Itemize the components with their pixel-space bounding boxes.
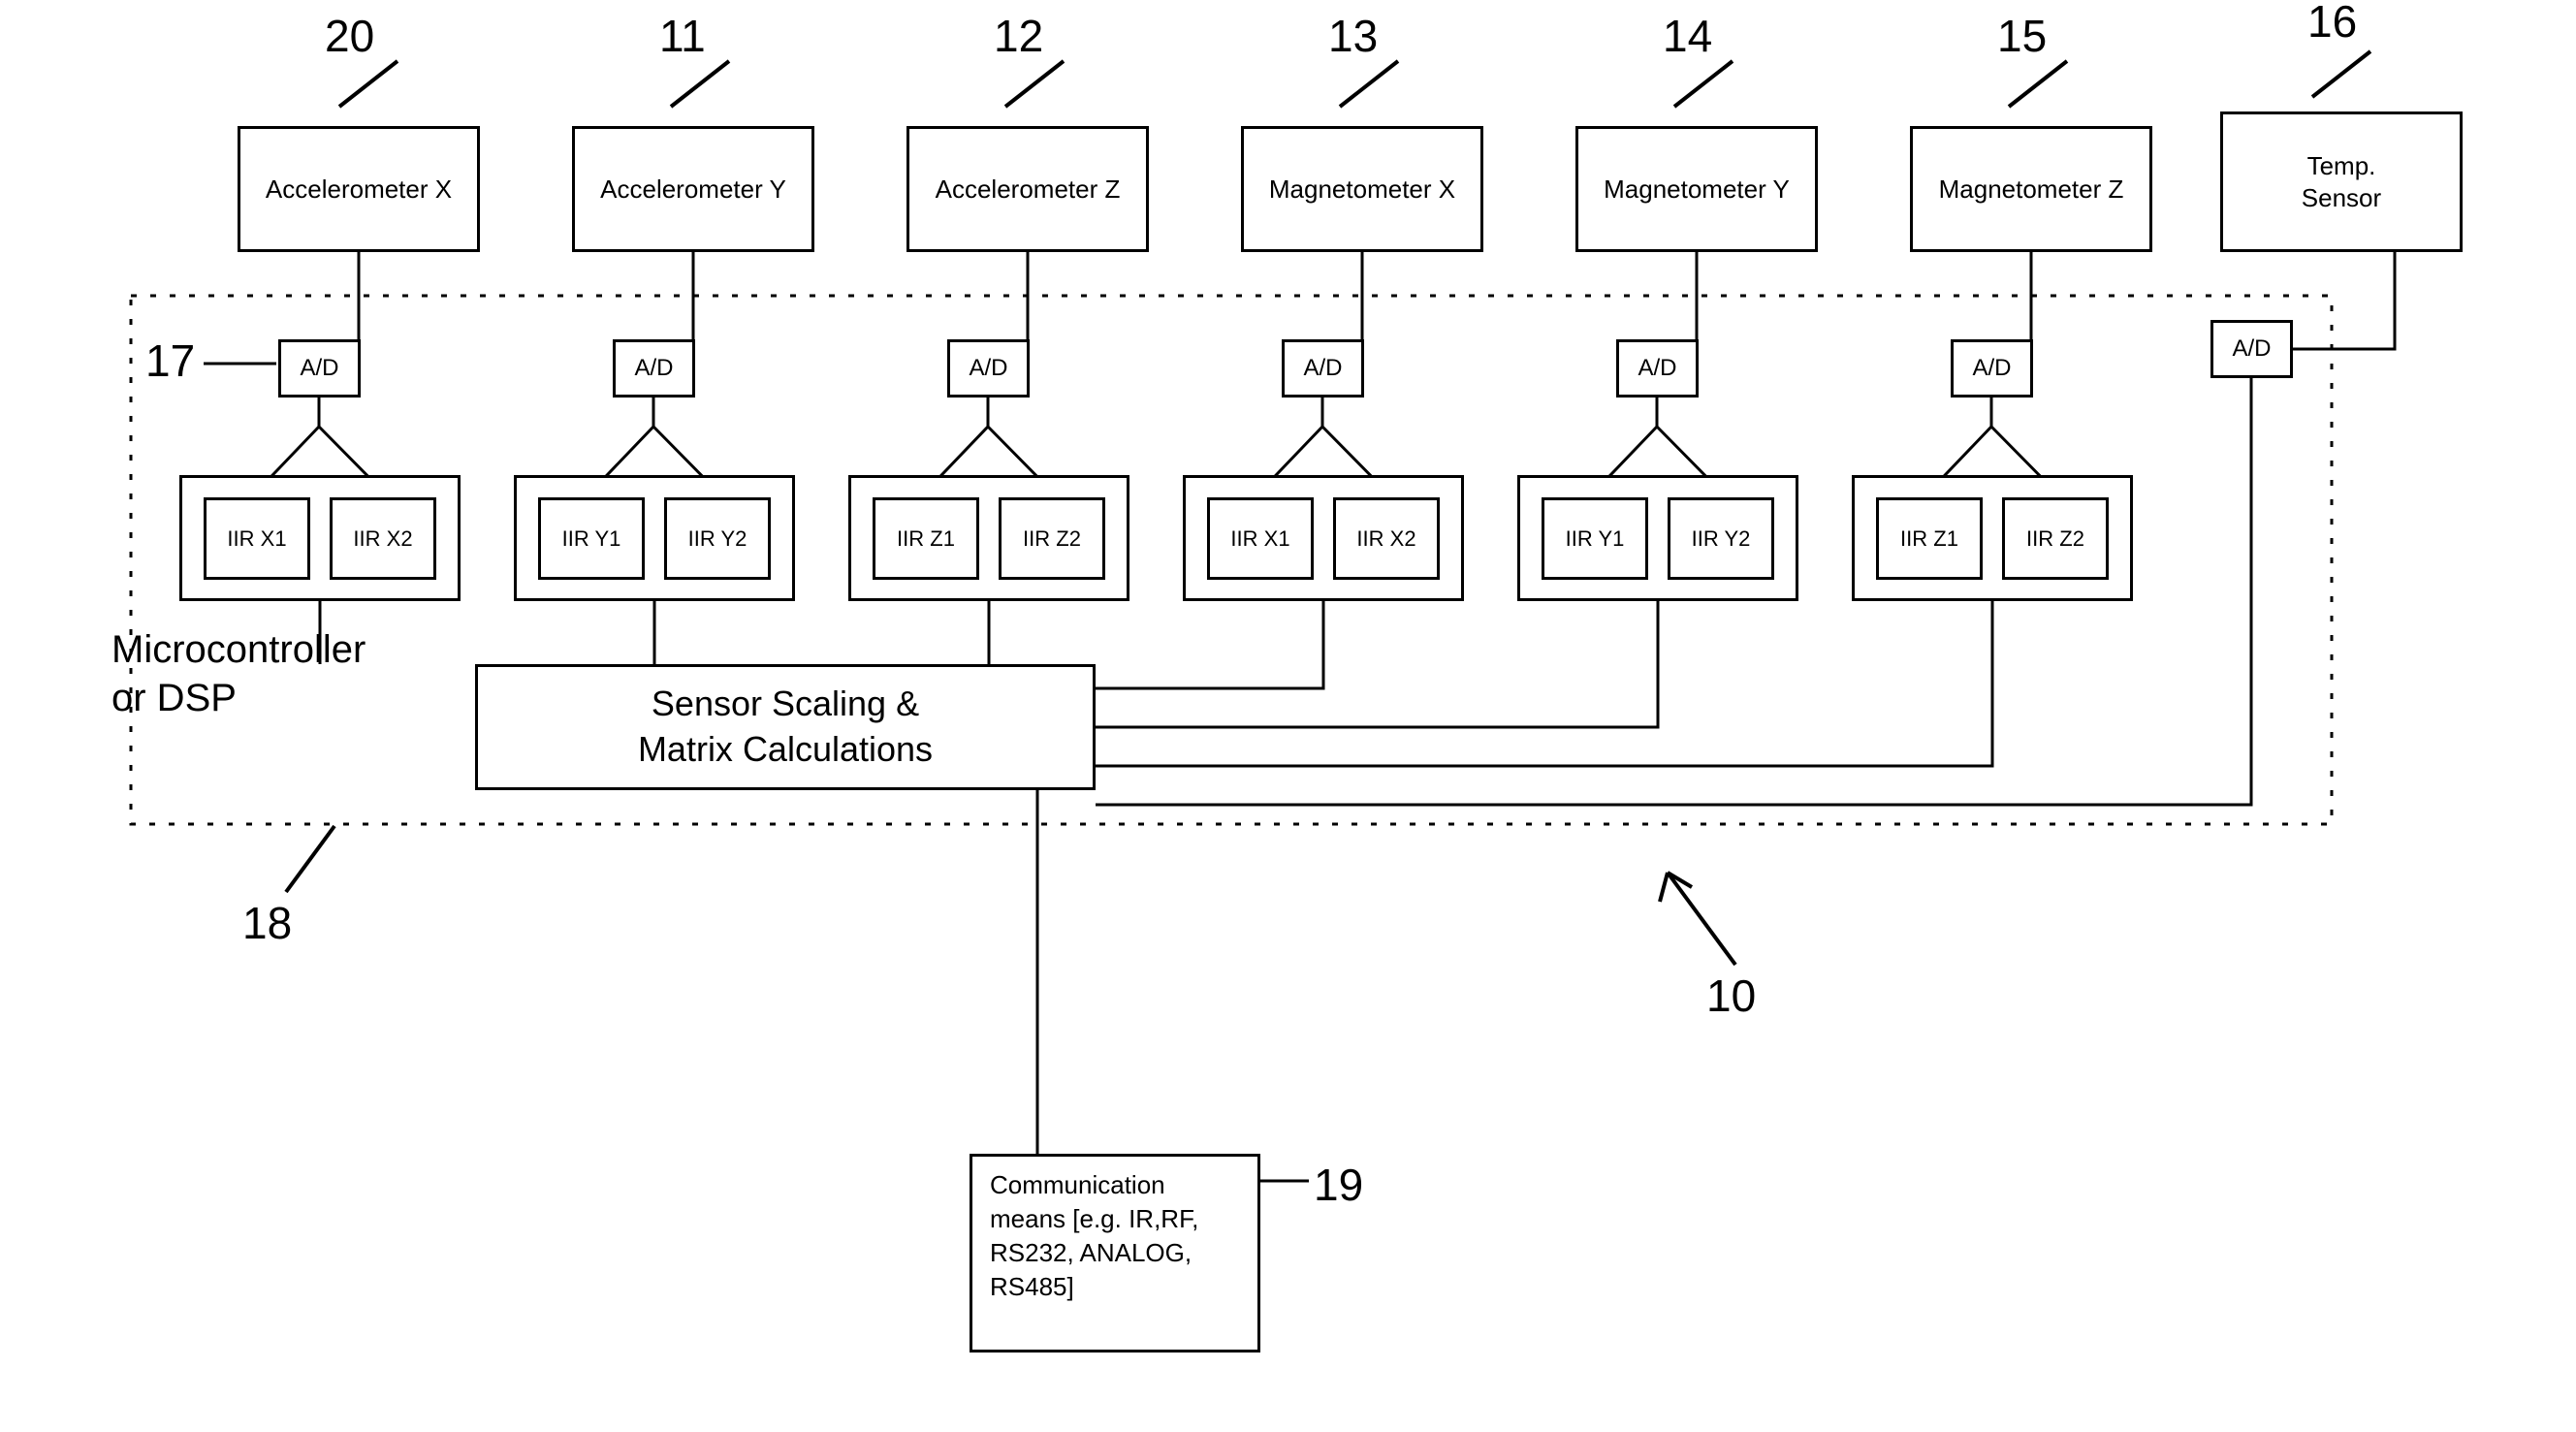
iir-pair-accel_z: IIR Z1IIR Z2 [848,475,1129,601]
ref-13: 13 [1328,10,1378,62]
iir-pair-mag_x: IIR X1IIR X2 [1183,475,1464,601]
iir-mag_y-1: IIR Y1 [1542,497,1648,580]
sensor-accel_z: Accelerometer Z [906,126,1149,252]
ad-accel_z: A/D [947,339,1030,398]
ref-11: 11 [659,10,706,62]
microcontroller-dsp-label: Microcontroller or DSP [111,625,366,722]
iir-mag_z-1: IIR Z1 [1876,497,1983,580]
iir-pair-mag_z: IIR Z1IIR Z2 [1852,475,2133,601]
calc-line-1: Sensor Scaling & [652,682,919,727]
ref-17: 17 [145,334,195,387]
ad-accel_x: A/D [278,339,361,398]
iir-accel_z-2: IIR Z2 [999,497,1105,580]
ref-12: 12 [994,10,1043,62]
iir-mag_y-2: IIR Y2 [1668,497,1774,580]
comm-line-1: Communication [990,1168,1240,1202]
iir-pair-mag_y: IIR Y1IIR Y2 [1517,475,1798,601]
micro-line2: or DSP [111,674,366,722]
comm-line-2: means [e.g. IR,RF, [990,1202,1240,1236]
sensor-mag_z: Magnetometer Z [1910,126,2152,252]
sensor-mag_x: Magnetometer X [1241,126,1483,252]
ref-16: 16 [2307,0,2357,48]
ad-mag_z: A/D [1951,339,2033,398]
iir-pair-accel_y: IIR Y1IIR Y2 [514,475,795,601]
communication-means-box: Communication means [e.g. IR,RF, RS232, … [970,1154,1260,1352]
iir-accel_z-1: IIR Z1 [873,497,979,580]
sensor-accel_y: Accelerometer Y [572,126,814,252]
ref-10: 10 [1706,970,1756,1022]
comm-line-4: RS485] [990,1270,1240,1304]
ref-14: 14 [1663,10,1712,62]
diagram-canvas: Accelerometer X 20 Accelerometer Y 11 Accele… [0,0,2576,1432]
ref-15: 15 [1997,10,2047,62]
ad-temp: A/D [2210,320,2293,378]
sensor-scaling-matrix-calc-box: Sensor Scaling & Matrix Calculations [475,664,1096,790]
iir-pair-accel_x: IIR X1IIR X2 [179,475,461,601]
sensor-mag_y: Magnetometer Y [1575,126,1818,252]
micro-line1: Microcontroller [111,625,366,674]
iir-accel_y-1: IIR Y1 [538,497,645,580]
iir-accel_y-2: IIR Y2 [664,497,771,580]
iir-accel_x-2: IIR X2 [330,497,436,580]
iir-accel_x-1: IIR X1 [204,497,310,580]
ref-19: 19 [1314,1159,1363,1211]
comm-line-3: RS232, ANALOG, [990,1236,1240,1270]
ref-18: 18 [242,897,292,949]
iir-mag_z-2: IIR Z2 [2002,497,2109,580]
sensor-temp: Temp.Sensor [2220,111,2463,252]
ad-accel_y: A/D [613,339,695,398]
iir-mag_x-1: IIR X1 [1207,497,1314,580]
calc-line-2: Matrix Calculations [638,727,933,773]
ref-20: 20 [325,10,374,62]
ad-mag_x: A/D [1282,339,1364,398]
iir-mag_x-2: IIR X2 [1333,497,1440,580]
ad-mag_y: A/D [1616,339,1699,398]
sensor-accel_x: Accelerometer X [238,126,480,252]
